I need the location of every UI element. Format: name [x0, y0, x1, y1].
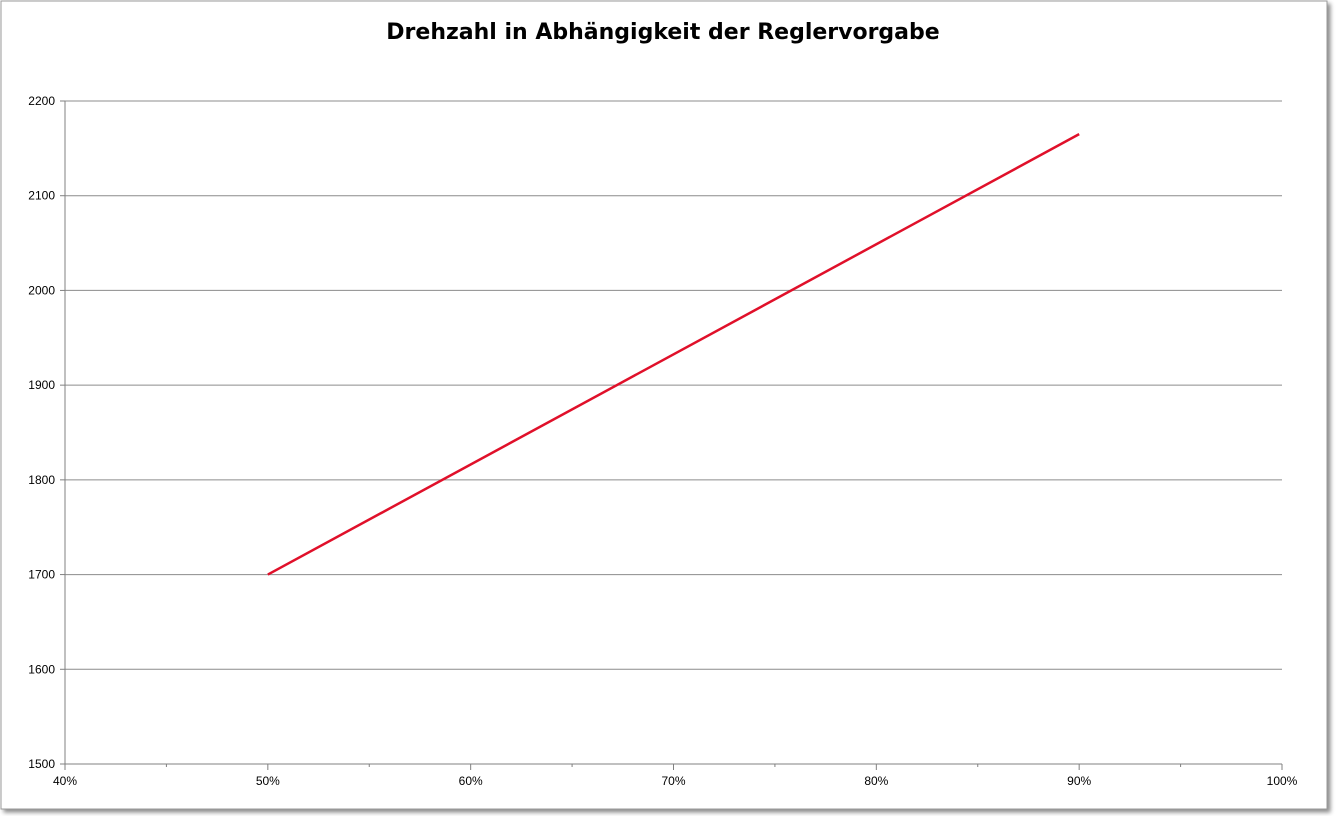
- x-tick-label: 40%: [53, 774, 77, 788]
- series-layer: [267, 133, 1080, 576]
- x-tick-label: 60%: [459, 774, 483, 788]
- y-tick-label: 1600: [28, 662, 55, 676]
- x-tick-label: 70%: [661, 774, 685, 788]
- y-tick-label: 2000: [28, 283, 55, 297]
- series-line-0: [267, 133, 1080, 576]
- y-tick-label: 1800: [28, 473, 55, 487]
- x-tick-label: 50%: [256, 774, 280, 788]
- x-tick-label: 80%: [864, 774, 888, 788]
- x-tick-label: 90%: [1067, 774, 1091, 788]
- x-axis-tick-labels: 40% 50% 60% 70% 80% 90% 100%: [53, 774, 1298, 788]
- y-tick-label: 2100: [28, 189, 55, 203]
- y-tick-label: 2200: [28, 94, 55, 108]
- axes: [60, 100, 1283, 770]
- y-tick-label: 1700: [28, 568, 55, 582]
- chart-title: Drehzahl in Abhängigkeit der Reglervorga…: [386, 20, 939, 45]
- y-axis-tick-labels: 1500 1600 1700 1800 1900 2000 2100 2200: [28, 94, 55, 771]
- x-tick-label: 100%: [1267, 774, 1298, 788]
- y-tick-label: 1500: [28, 757, 55, 771]
- y-tick-label: 1900: [28, 378, 55, 392]
